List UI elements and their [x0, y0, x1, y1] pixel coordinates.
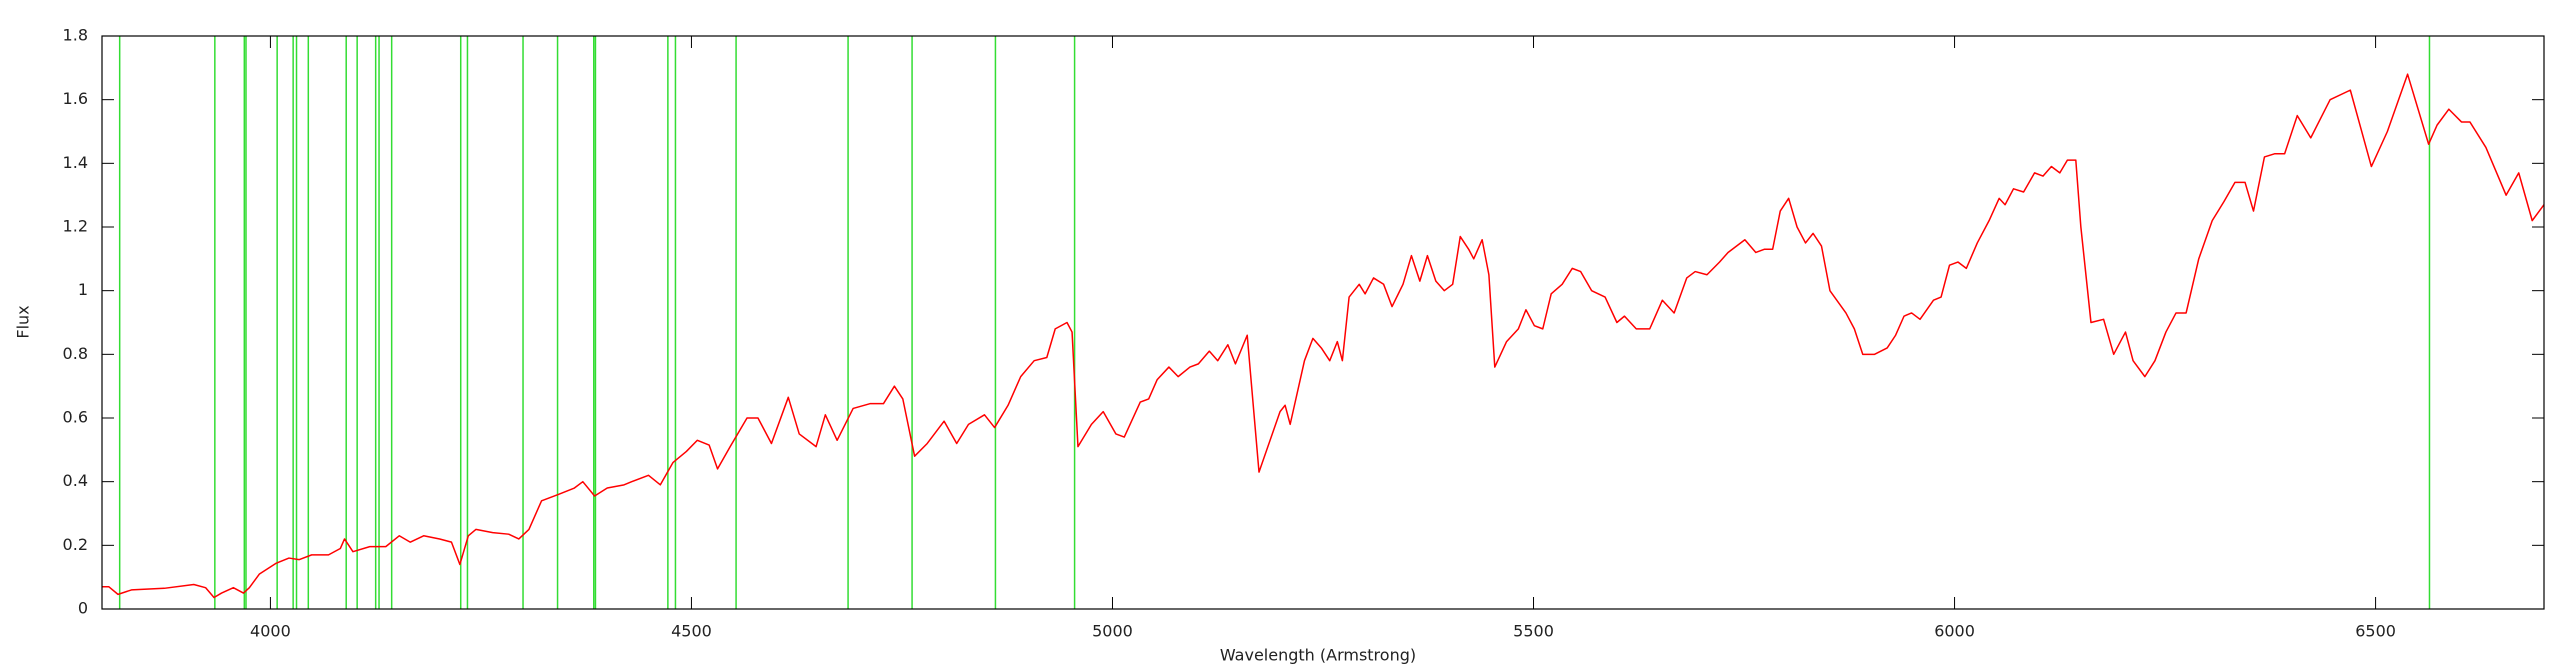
- y-tick-label: 1.6: [63, 89, 88, 108]
- y-tick-label: 0.2: [63, 535, 88, 554]
- y-tick-label: 1.2: [63, 217, 88, 236]
- x-tick-label: 6000: [1934, 622, 1975, 641]
- x-tick-label: 4500: [671, 622, 712, 641]
- y-tick-label: 1.4: [63, 153, 88, 172]
- y-tick-label: 0: [78, 599, 88, 618]
- y-tick-label: 0.4: [63, 471, 88, 490]
- x-tick-label: 5000: [1092, 622, 1133, 641]
- y-axis-label: Flux: [14, 305, 33, 338]
- x-tick-label: 5500: [1513, 622, 1554, 641]
- y-tick-label: 0.8: [63, 344, 88, 363]
- plot-frame: [101, 35, 2545, 610]
- y-tick-label: 1.8: [63, 26, 88, 45]
- y-tick-label: 0.6: [63, 408, 88, 427]
- y-tick-label: 1: [78, 280, 88, 299]
- spectrum-line: [102, 73, 2545, 599]
- x-tick-label: 4000: [250, 622, 291, 641]
- x-tick-label: 6500: [2355, 622, 2396, 641]
- x-axis-label: Wavelength (Armstrong): [1220, 646, 1416, 665]
